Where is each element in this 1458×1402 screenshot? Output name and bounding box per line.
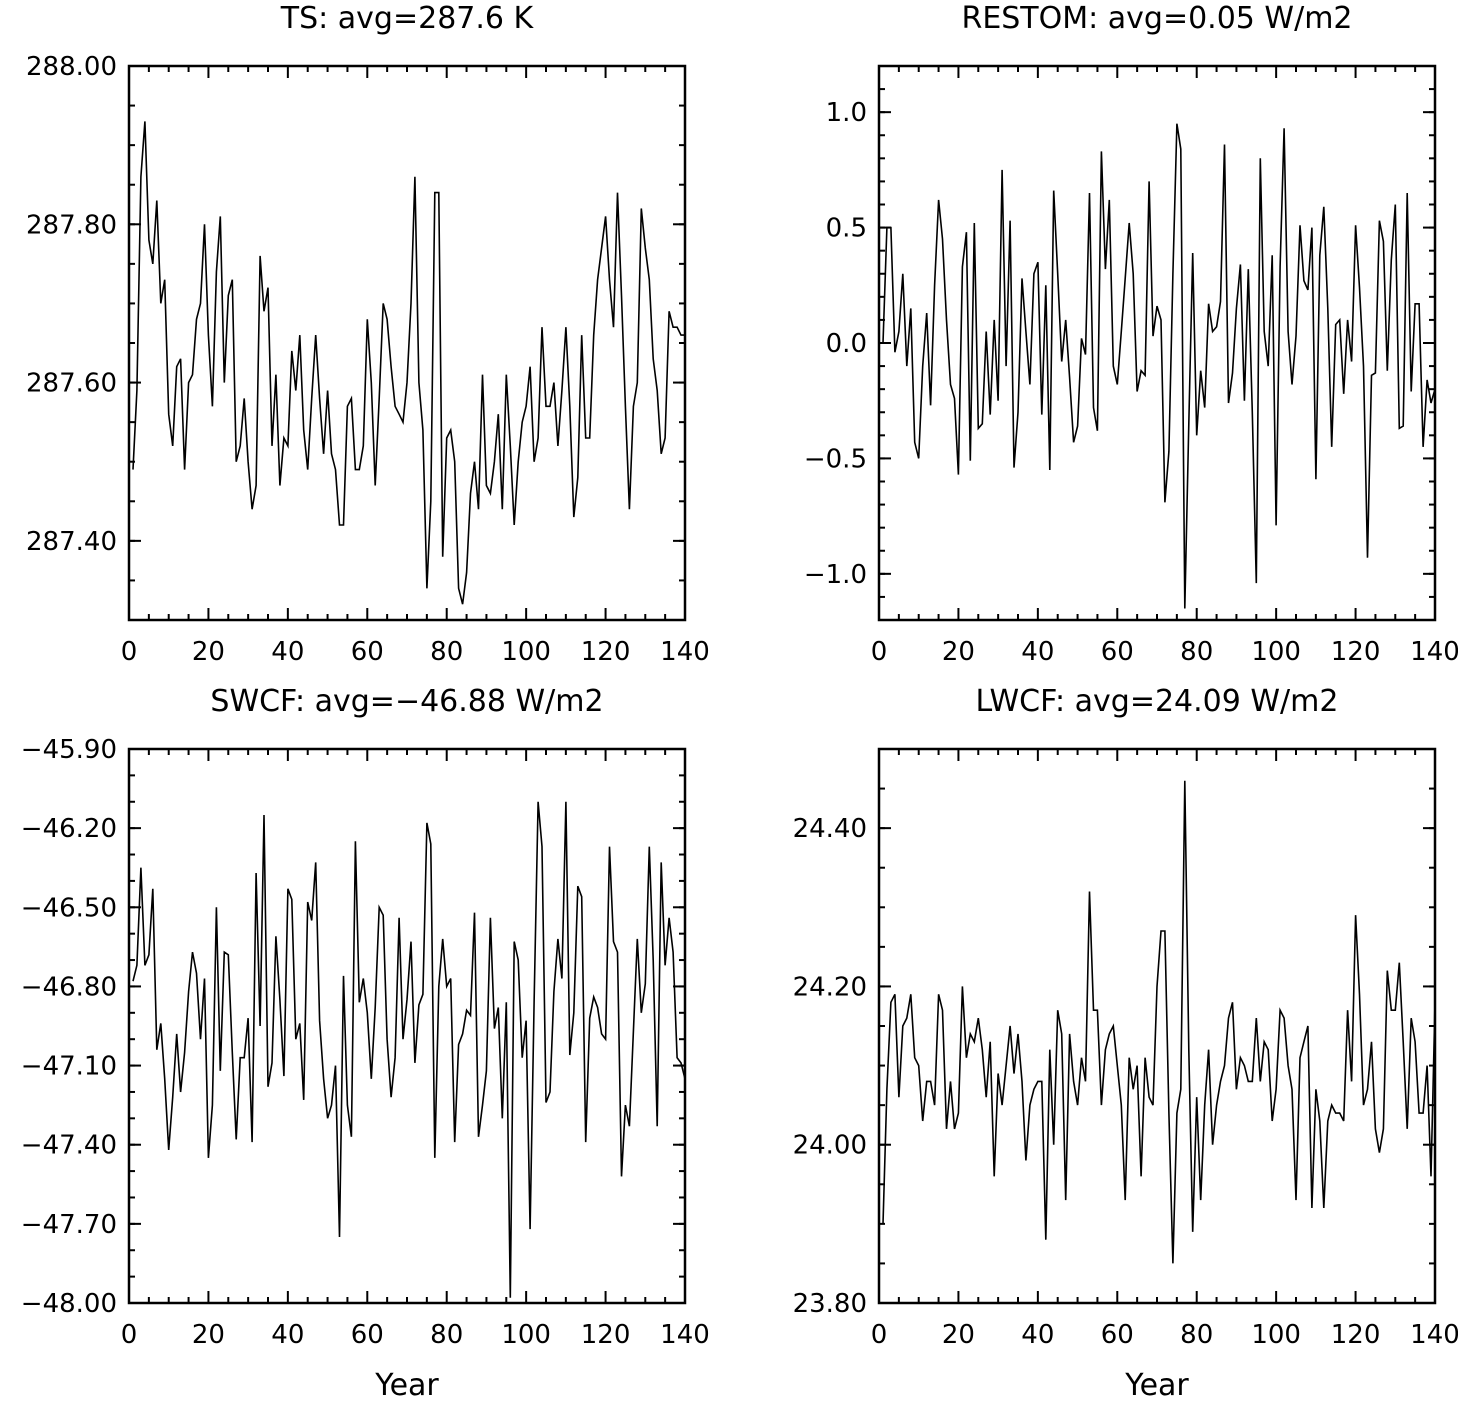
chart-title: TS: avg=287.6 K xyxy=(280,1,535,36)
y-tick-label: −45.90 xyxy=(21,735,117,765)
x-tick-label: 0 xyxy=(121,1320,138,1350)
y-tick-label: 24.20 xyxy=(793,972,867,1002)
x-tick-label: 100 xyxy=(1251,1320,1301,1350)
x-tick-label: 80 xyxy=(430,1320,463,1350)
y-tick-label: −46.20 xyxy=(21,814,117,844)
chart-panel-3: SWCF: avg=−46.88 W/m2 0 20 40 60 80 100 120 140 −… xyxy=(21,684,710,1402)
x-tick-label: 60 xyxy=(1101,1320,1134,1350)
chart-panel-4: LWCF: avg=24.09 W/m2 0 20 40 60 80 100 120 140 23… xyxy=(793,684,1458,1402)
y-tick-label: 287.60 xyxy=(26,369,117,399)
x-tick-label: 0 xyxy=(871,637,888,667)
x-tick-label: 60 xyxy=(1101,637,1134,667)
y-tick-label: 0.5 xyxy=(826,214,867,244)
series-line xyxy=(132,801,686,1298)
chart-panel-1: TS: avg=287.6 K 0 20 40 60 80 100 120 140 287.40 2… xyxy=(26,1,710,667)
x-tick-label: 20 xyxy=(942,1320,975,1350)
x-tick-label: 100 xyxy=(1251,637,1301,667)
y-tick-label: 24.00 xyxy=(793,1131,867,1161)
x-axis-label: Year xyxy=(1124,1368,1189,1402)
x-tick-label: 20 xyxy=(192,637,225,667)
y-tick-label: 288.00 xyxy=(26,52,117,82)
chart-title: RESTOM: avg=0.05 W/m2 xyxy=(961,1,1352,36)
y-tick-label: −47.70 xyxy=(21,1210,117,1240)
series-line xyxy=(882,123,1436,609)
x-tick-label: 100 xyxy=(501,637,551,667)
y-tick-label: 1.0 xyxy=(826,98,867,128)
x-tick-label: 80 xyxy=(430,637,463,667)
y-tick-label: 287.80 xyxy=(26,210,117,240)
x-tick-label: 80 xyxy=(1180,637,1213,667)
x-tick-label: 60 xyxy=(351,637,384,667)
y-tick-label: 23.80 xyxy=(793,1289,867,1319)
y-tick-label: −1.0 xyxy=(804,560,867,590)
x-tick-label: 120 xyxy=(1331,637,1381,667)
y-tick-label: 287.40 xyxy=(26,527,117,557)
x-tick-label: 40 xyxy=(271,1320,304,1350)
y-tick-label: −0.5 xyxy=(804,444,867,474)
chart-panel-2: RESTOM: avg=0.05 W/m2 0 20 40 60 80 100 120 140 −… xyxy=(804,1,1458,667)
x-tick-label: 20 xyxy=(942,637,975,667)
x-tick-label: 0 xyxy=(121,637,138,667)
plot-frame xyxy=(127,747,687,1305)
series-line xyxy=(132,121,685,605)
y-tick-label: −46.80 xyxy=(21,972,117,1002)
x-tick-label: 40 xyxy=(271,637,304,667)
x-tick-label: 120 xyxy=(1331,1320,1381,1350)
y-tick-label: 24.40 xyxy=(793,814,867,844)
series-line xyxy=(882,780,1436,1264)
x-tick-label: 0 xyxy=(871,1320,888,1350)
y-tick-label: 0.0 xyxy=(826,329,867,359)
x-tick-label: 40 xyxy=(1021,1320,1054,1350)
plot-frame xyxy=(127,64,687,622)
y-tick-label: −46.50 xyxy=(21,893,117,923)
x-tick-label: 40 xyxy=(1021,637,1054,667)
y-tick-label: −47.40 xyxy=(21,1131,117,1161)
x-tick-label: 80 xyxy=(1180,1320,1213,1350)
plot-frame xyxy=(877,747,1437,1305)
x-axis-label: Year xyxy=(374,1368,439,1402)
x-tick-label: 140 xyxy=(1410,1320,1458,1350)
y-tick-label: −48.00 xyxy=(21,1289,117,1319)
x-tick-label: 120 xyxy=(581,1320,631,1350)
x-tick-label: 60 xyxy=(351,1320,384,1350)
y-tick-label: −47.10 xyxy=(21,1052,117,1082)
chart-title: LWCF: avg=24.09 W/m2 xyxy=(976,684,1339,719)
chart-title: SWCF: avg=−46.88 W/m2 xyxy=(210,684,603,719)
x-tick-label: 120 xyxy=(581,637,631,667)
x-tick-label: 140 xyxy=(660,637,710,667)
x-tick-label: 140 xyxy=(660,1320,710,1350)
x-tick-label: 100 xyxy=(501,1320,551,1350)
x-tick-label: 20 xyxy=(192,1320,225,1350)
x-tick-label: 140 xyxy=(1410,637,1458,667)
